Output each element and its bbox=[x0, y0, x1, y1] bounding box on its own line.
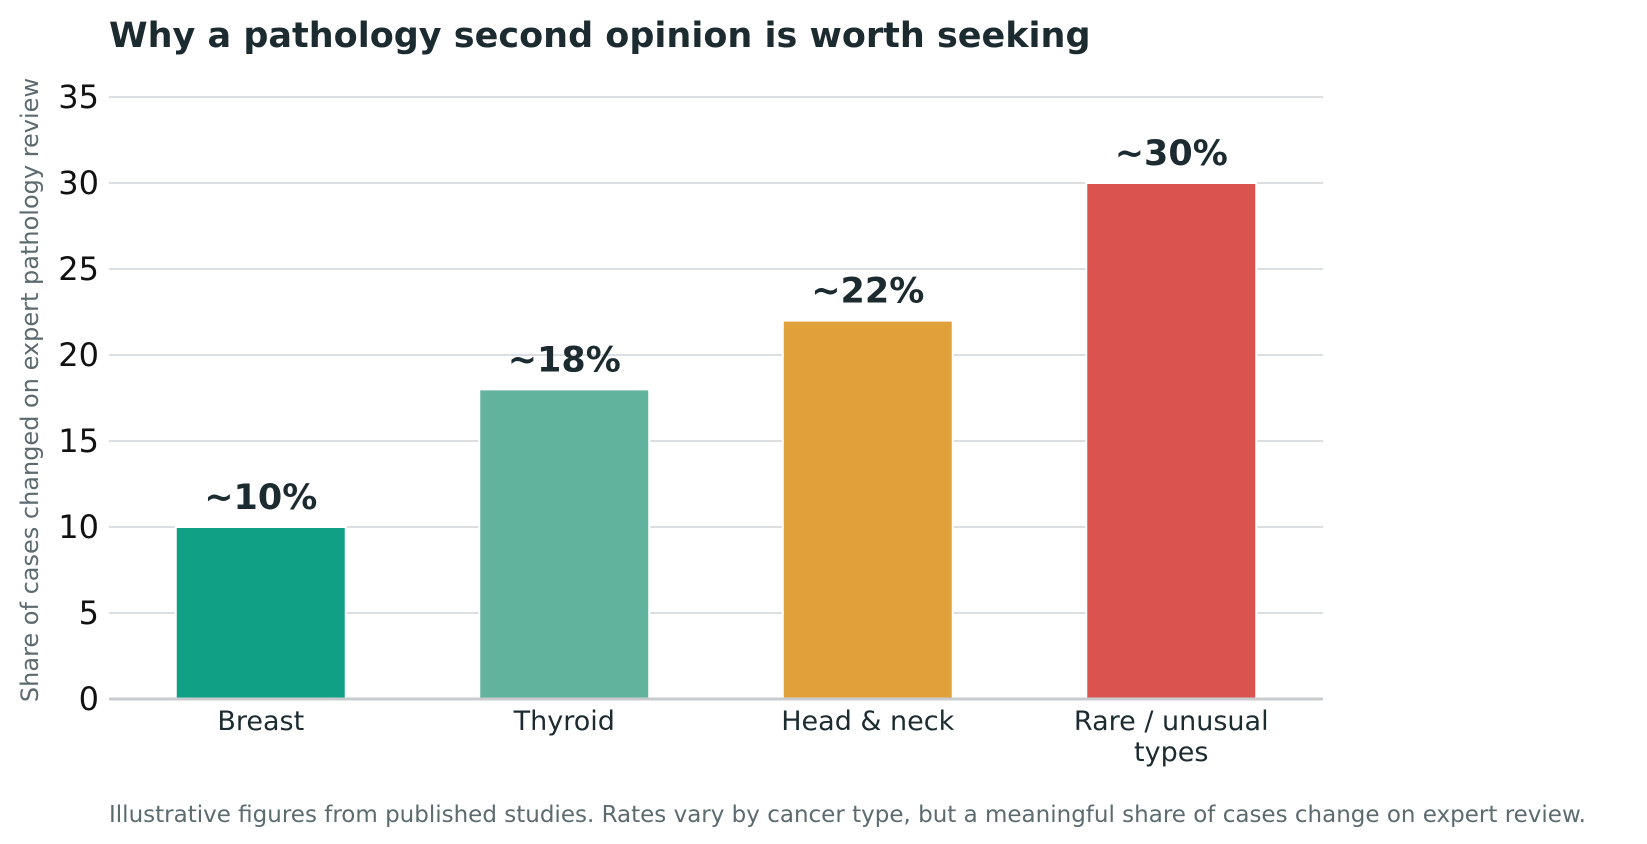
y-tick-label: 5 bbox=[79, 594, 99, 632]
x-tick-label: types bbox=[1134, 737, 1208, 768]
bar bbox=[781, 319, 954, 700]
y-tick-label: 35 bbox=[58, 78, 99, 116]
x-tick-label: Head & neck bbox=[781, 706, 954, 737]
bars bbox=[174, 182, 1258, 700]
y-axis-label: Share of cases changed on expert patholo… bbox=[16, 78, 44, 702]
y-tick-label: 20 bbox=[58, 336, 99, 374]
x-tick-label: Breast bbox=[217, 706, 304, 737]
bar bbox=[1085, 182, 1258, 700]
y-tick-label: 0 bbox=[79, 680, 99, 718]
data-label: ~18% bbox=[508, 340, 621, 380]
data-labels: ~10% ~18% ~22% ~30% bbox=[204, 134, 1228, 518]
data-label: ~30% bbox=[1115, 134, 1228, 174]
bar bbox=[174, 526, 347, 700]
bar bbox=[478, 388, 651, 700]
x-tick-label: Thyroid bbox=[513, 706, 615, 737]
chart-title: Why a pathology second opinion is worth … bbox=[109, 16, 1091, 56]
y-tick-label: 10 bbox=[58, 508, 99, 546]
y-axis-ticks: 0 5 10 15 20 25 30 35 bbox=[58, 78, 99, 718]
y-tick-label: 25 bbox=[58, 250, 99, 288]
x-tick-label: Rare / unusual bbox=[1074, 706, 1269, 737]
data-label: ~10% bbox=[204, 478, 317, 518]
footnote: Illustrative figures from published stud… bbox=[109, 802, 1586, 828]
x-axis-ticks: Breast Thyroid Head & neck Rare / unusualty… bbox=[217, 706, 1268, 768]
y-tick-label: 15 bbox=[58, 422, 99, 460]
y-tick-label: 30 bbox=[58, 164, 99, 202]
data-label: ~22% bbox=[811, 272, 924, 312]
